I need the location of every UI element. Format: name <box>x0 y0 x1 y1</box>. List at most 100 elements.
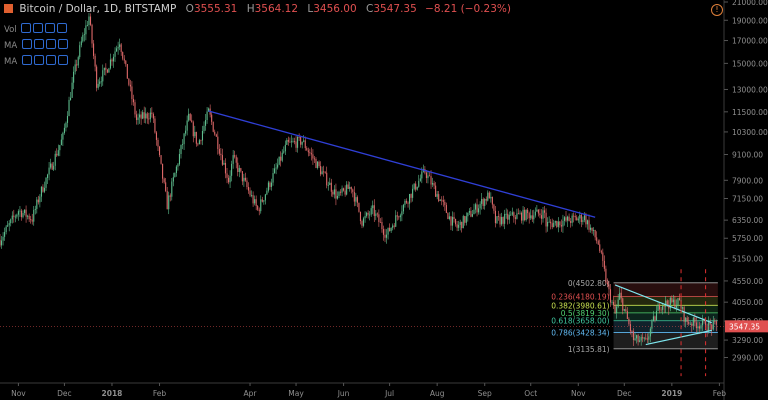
more-icon[interactable] <box>57 55 68 65</box>
x-tick-label: Jun <box>337 389 350 398</box>
candle-body <box>649 328 651 337</box>
candle-body <box>565 217 567 221</box>
candle-body <box>258 209 260 212</box>
candle-body <box>387 227 389 235</box>
candle-body <box>186 120 188 131</box>
symbol-title[interactable]: Bitcoin / Dollar, 1D, BITSTAMP <box>19 3 177 15</box>
candle-body <box>119 44 121 47</box>
candle-body <box>366 212 368 217</box>
candle-body <box>665 300 667 307</box>
fib-zone-band <box>613 312 718 321</box>
candle-body <box>556 220 558 227</box>
candle-body <box>178 154 181 165</box>
high-value: 3564.12 <box>254 3 299 15</box>
candle-body <box>151 112 153 115</box>
candle-body <box>494 210 496 224</box>
candle-body <box>14 216 16 218</box>
candle-body <box>519 212 521 214</box>
candle-body <box>548 221 550 223</box>
candle-body <box>313 158 315 160</box>
candle-body <box>636 335 638 339</box>
candle-body <box>425 172 427 179</box>
candle-body <box>85 25 87 35</box>
more-icon[interactable] <box>57 39 68 49</box>
more-icon[interactable] <box>57 23 68 33</box>
y-tick-label: 17000.00 <box>732 37 768 46</box>
candle-body <box>513 212 515 218</box>
candle-body <box>619 292 621 300</box>
close-icon[interactable] <box>45 39 56 49</box>
eye-icon[interactable] <box>21 55 32 65</box>
candle-body <box>550 221 552 224</box>
current-price-label: 3547.35 <box>729 322 760 331</box>
candle-body <box>398 216 400 218</box>
candle-body <box>326 172 328 186</box>
candle-body <box>171 181 173 197</box>
candle-body <box>689 323 691 325</box>
candle-body <box>435 185 437 197</box>
y-tick-label: 5150.00 <box>732 254 763 263</box>
candle-body <box>456 224 458 228</box>
candle-body <box>583 215 585 221</box>
fib-level-label: 0.618(3658.00) <box>551 317 609 326</box>
y-tick-label: 4550.00 <box>732 277 763 286</box>
candle-body <box>464 216 466 223</box>
candle-body <box>608 284 610 290</box>
candle-body <box>145 113 147 119</box>
settings-icon[interactable] <box>33 23 44 33</box>
candle-body <box>214 131 216 135</box>
candle-body <box>220 153 222 156</box>
candle-body <box>626 311 628 319</box>
candle-body <box>485 198 487 201</box>
candle-body <box>343 188 345 191</box>
candle-body <box>339 191 342 193</box>
candle-body <box>617 299 619 307</box>
indicator-ma-1[interactable]: MA <box>4 39 68 51</box>
candle-body <box>129 84 131 87</box>
candle-body <box>30 219 32 221</box>
indicator-vol[interactable]: Vol <box>4 23 68 35</box>
candle-body <box>31 219 33 222</box>
eye-icon[interactable] <box>21 39 32 49</box>
eye-icon[interactable] <box>21 23 32 33</box>
candle-body <box>481 199 483 204</box>
settings-icon[interactable] <box>33 39 44 49</box>
candle-body <box>66 115 69 123</box>
candle-body <box>715 321 717 325</box>
candle-body <box>652 316 654 321</box>
candle-body <box>0 240 3 246</box>
candle-body <box>660 309 662 311</box>
candle-body <box>412 188 414 198</box>
x-tick-label: Nov <box>11 389 26 398</box>
candle-body <box>580 214 582 222</box>
close-icon[interactable] <box>45 55 56 65</box>
candle-body <box>711 324 713 330</box>
candle-body <box>421 171 423 179</box>
candle-body <box>709 322 711 325</box>
candle-body <box>132 98 134 103</box>
candle-body <box>146 113 148 119</box>
settings-icon[interactable] <box>33 55 44 65</box>
candle-body <box>175 166 177 173</box>
candle-body <box>359 211 362 222</box>
candle-body <box>413 183 415 189</box>
alert-icon[interactable]: ! <box>711 4 723 16</box>
candle-body <box>315 158 317 168</box>
indicator-label: Vol <box>4 25 17 35</box>
candle-body <box>241 171 243 182</box>
y-tick-label: 7150.00 <box>732 195 763 204</box>
candle-body <box>4 231 6 237</box>
candle-body <box>252 195 254 204</box>
candle-body <box>637 335 639 342</box>
candle-body <box>445 205 447 213</box>
indicator-label: MA <box>4 57 18 67</box>
candle-body <box>264 194 266 201</box>
indicator-ma-2[interactable]: MA <box>4 55 68 67</box>
candle-body <box>143 112 145 119</box>
close-icon[interactable] <box>45 23 56 33</box>
candle-body <box>255 199 257 207</box>
x-tick-label: May <box>288 389 304 398</box>
candle-body <box>524 209 526 221</box>
candle-body <box>80 41 82 46</box>
